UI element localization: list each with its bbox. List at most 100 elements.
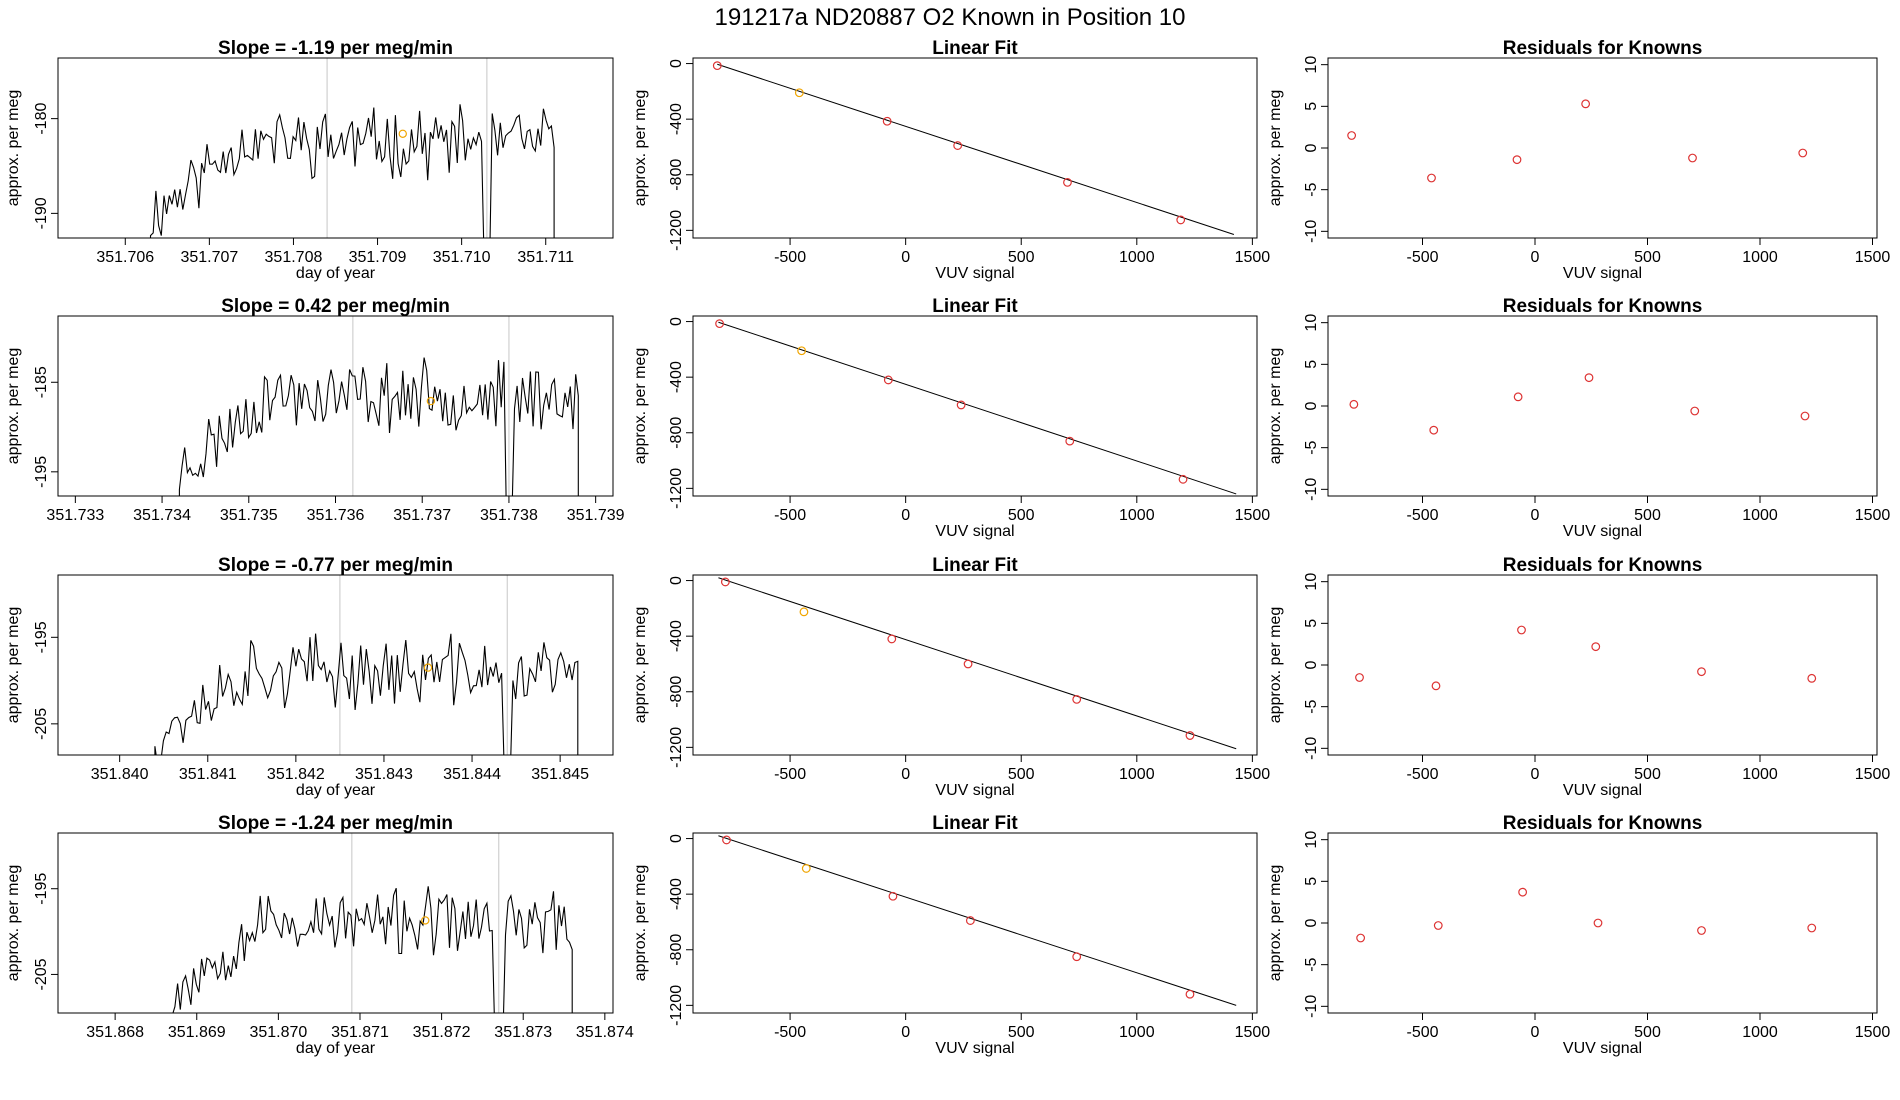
data-point xyxy=(715,319,724,329)
x-tick-label: 500 xyxy=(1634,766,1661,783)
selected-point xyxy=(423,663,433,672)
y-axis-label: approx. per meg xyxy=(5,90,22,207)
x-axis-label: VUV signal xyxy=(1563,265,1642,282)
data-point xyxy=(801,864,811,873)
y-tick-label: -400 xyxy=(668,361,685,393)
panel-residuals-row-0: Residuals for Knowns -500 0 500 1000 1500 VUV … xyxy=(1267,38,1890,282)
x-tick-label: -500 xyxy=(774,507,806,524)
x-tick-label: 351.872 xyxy=(413,1024,471,1041)
plot-frame xyxy=(692,57,1258,239)
y-axis-label: approx. per meg xyxy=(1267,348,1284,465)
panel-fit-row-1: Linear Fit -500 0 500 1000 1500 VUV signal 0 -40… xyxy=(632,296,1270,540)
x-tick-label: 0 xyxy=(901,507,910,524)
y-axis-label: approx. per meg xyxy=(632,90,649,207)
x-tick-label: 351.843 xyxy=(355,766,413,783)
data-point xyxy=(1688,153,1697,163)
data-point xyxy=(1433,921,1443,930)
x-tick-label: 351.874 xyxy=(576,1024,634,1041)
data-point xyxy=(794,88,804,98)
x-tick-label: 1500 xyxy=(1855,766,1891,783)
y-axis-label: approx. per meg xyxy=(5,607,22,724)
panel-timeseries-row-2: Slope = -0.77 per meg/min 351.840 351.841 3… xyxy=(5,555,614,799)
data-point xyxy=(1072,952,1082,962)
x-tick-label: 0 xyxy=(1531,1024,1540,1041)
plot-area xyxy=(712,61,1235,235)
data-point xyxy=(1593,918,1603,928)
x-axis-label: VUV signal xyxy=(935,265,1014,282)
y-tick-label: -190 xyxy=(33,197,50,229)
x-tick-label: 1500 xyxy=(1855,507,1891,524)
plot-area xyxy=(1347,99,1808,183)
data-point xyxy=(888,891,898,901)
data-point xyxy=(797,346,807,356)
data-point xyxy=(1356,933,1366,943)
y-axis-label: approx. per meg xyxy=(5,348,22,465)
panel-title: Slope = -1.24 per meg/min xyxy=(218,813,453,834)
y-tick-label: -205 xyxy=(33,958,50,990)
x-tick-label: 351.736 xyxy=(307,507,365,524)
y-tick-label: -185 xyxy=(33,366,50,398)
x-tick-label: 351.842 xyxy=(267,766,325,783)
x-axis-label: VUV signal xyxy=(935,1040,1014,1057)
plot-frame xyxy=(692,574,1258,756)
y-tick-label: 0 xyxy=(668,59,685,68)
data-point xyxy=(1185,731,1195,740)
y-tick-label: -5 xyxy=(1303,182,1320,196)
x-tick-label: 351.734 xyxy=(133,507,191,524)
plot-frame xyxy=(1327,57,1878,239)
x-tick-label: 1000 xyxy=(1742,249,1778,266)
y-tick-label: -400 xyxy=(668,878,685,910)
y-tick-label: 0 xyxy=(668,576,685,585)
x-tick-label: 500 xyxy=(1634,249,1661,266)
y-tick-label: 0 xyxy=(668,317,685,326)
x-tick-label: 351.869 xyxy=(168,1024,226,1041)
x-tick-label: 1500 xyxy=(1235,1024,1271,1041)
panel-title: Residuals for Knowns xyxy=(1503,296,1703,317)
data-point xyxy=(1591,642,1601,652)
plot-frame xyxy=(692,315,1258,497)
x-tick-label: 351.873 xyxy=(494,1024,552,1041)
x-axis-label: VUV signal xyxy=(935,782,1014,799)
y-tick-label: -400 xyxy=(668,620,685,652)
y-tick-label: -5 xyxy=(1303,440,1320,454)
panel-fit-row-2: Linear Fit -500 0 500 1000 1500 VUV signal 0 -40… xyxy=(632,555,1270,799)
x-tick-label: 0 xyxy=(901,1024,910,1041)
data-point xyxy=(883,375,893,385)
y-tick-label: -800 xyxy=(668,934,685,966)
x-tick-label: 1000 xyxy=(1742,1024,1778,1041)
y-tick-label: -10 xyxy=(1303,737,1320,760)
plot-area xyxy=(1349,373,1810,435)
fit-line xyxy=(717,63,1235,235)
y-tick-label: -1200 xyxy=(668,985,685,1026)
data-point xyxy=(953,141,963,150)
data-point xyxy=(1065,436,1075,446)
y-tick-label: -400 xyxy=(668,103,685,135)
x-axis-label: day of year xyxy=(296,782,376,799)
x-tick-label: 1000 xyxy=(1742,766,1778,783)
trace-line xyxy=(172,886,573,1013)
data-point xyxy=(1697,667,1706,677)
x-tick-label: 0 xyxy=(1531,249,1540,266)
y-axis-label: approx. per meg xyxy=(632,607,649,724)
data-point xyxy=(1584,373,1594,383)
y-tick-label: 0 xyxy=(1303,143,1320,152)
x-axis-label: day of year xyxy=(296,265,376,282)
y-tick-label: -10 xyxy=(1303,995,1320,1018)
x-tick-label: 351.711 xyxy=(517,249,574,266)
x-tick-label: -500 xyxy=(774,1024,806,1041)
panel-title: Residuals for Knowns xyxy=(1503,38,1703,59)
panel-residuals-row-1: Residuals for Knowns -500 0 500 1000 1500 VUV … xyxy=(1267,296,1890,540)
plot-area xyxy=(718,577,1237,750)
x-tick-label: 500 xyxy=(1008,249,1035,266)
x-tick-label: -500 xyxy=(1406,1024,1438,1041)
data-point xyxy=(1072,695,1082,704)
panel-title: Linear Fit xyxy=(932,38,1018,59)
x-tick-label: 1500 xyxy=(1855,1024,1891,1041)
y-tick-label: -195 xyxy=(33,873,50,905)
data-point xyxy=(1807,673,1817,683)
panel-timeseries-row-0: Slope = -1.19 per meg/min 351.706 351.707 3… xyxy=(5,38,614,282)
x-tick-label: 351.710 xyxy=(433,249,491,266)
plot-frame xyxy=(57,832,614,1014)
data-point xyxy=(1427,173,1436,183)
plot-frame xyxy=(1327,832,1878,1014)
